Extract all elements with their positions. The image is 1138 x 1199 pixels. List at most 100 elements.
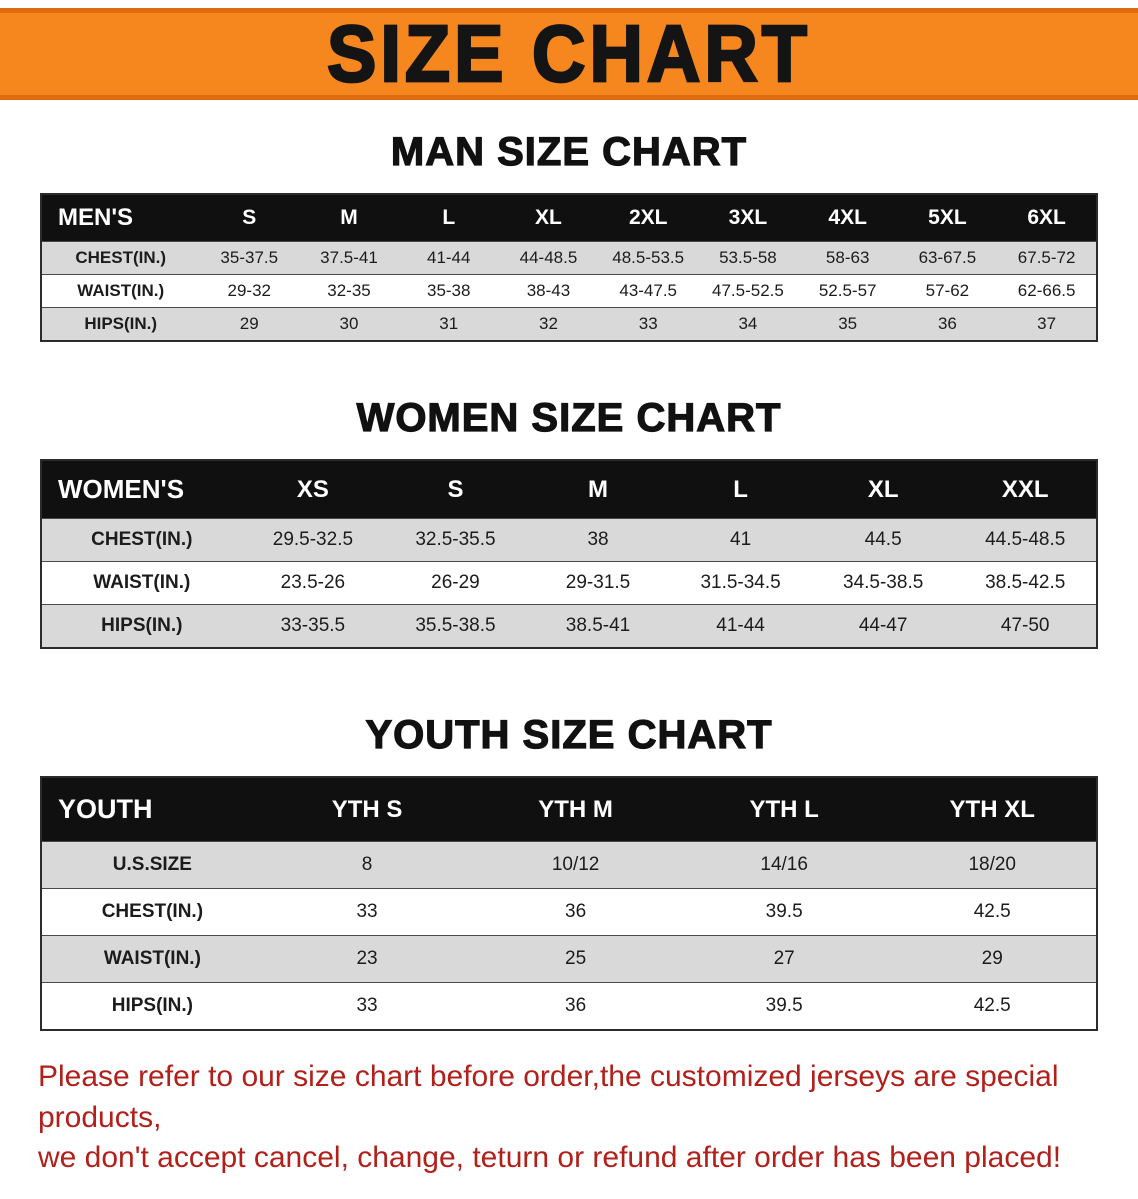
disclaimer-line: we don't accept cancel, change, teturn o… bbox=[38, 1141, 1062, 1174]
value-cell: 67.5-72 bbox=[1017, 248, 1076, 267]
value-cell: 30 bbox=[339, 314, 359, 333]
value-cell: 32-35 bbox=[327, 281, 371, 300]
measurement-row: WAIST(IN.) 23 25 27 29 bbox=[41, 935, 1097, 983]
table-title-cell: WOMEN'S bbox=[58, 474, 185, 504]
value-cell: 47-50 bbox=[1000, 615, 1050, 636]
banner-title: SIZE CHART bbox=[326, 8, 811, 99]
size-header-cell: XXL bbox=[1001, 475, 1049, 503]
value-cell: 35-37.5 bbox=[220, 248, 279, 267]
value-cell: 42.5 bbox=[973, 995, 1011, 1016]
value-cell: 34.5-38.5 bbox=[843, 572, 924, 593]
size-header-cell: 3XL bbox=[728, 206, 768, 229]
value-cell: 36 bbox=[565, 901, 587, 922]
value-cell: 41-44 bbox=[716, 615, 765, 636]
table-header-row: YOUTH YTH S YTH M YTH L YTH XL bbox=[41, 777, 1097, 842]
value-cell: 44.5-48.5 bbox=[985, 529, 1066, 550]
measurement-row: HIPS(IN.) 29 30 31 32 33 34 35 36 37 bbox=[41, 307, 1097, 341]
value-cell: 58-63 bbox=[825, 248, 870, 267]
row-label-cell: WAIST(IN.) bbox=[77, 281, 165, 300]
value-cell: 48.5-53.5 bbox=[612, 248, 685, 267]
size-header-cell: S bbox=[447, 475, 464, 503]
value-cell: 41-44 bbox=[426, 248, 471, 267]
size-header-cell: 6XL bbox=[1027, 206, 1066, 229]
value-cell: 29 bbox=[239, 314, 259, 333]
disclaimer: Please refer to our size chart before or… bbox=[0, 1057, 1138, 1199]
value-cell: 29 bbox=[981, 948, 1003, 969]
measurement-row: HIPS(IN.) 33-35.5 35.5-38.5 38.5-41 41-44 44-… bbox=[41, 604, 1097, 648]
value-cell: 25 bbox=[565, 948, 587, 969]
value-cell: 23 bbox=[356, 948, 378, 969]
value-cell: 39.5 bbox=[765, 995, 803, 1016]
size-header-cell: XS bbox=[296, 475, 329, 503]
measurement-row: U.S.SIZE 8 10/12 14/16 18/20 bbox=[41, 841, 1097, 889]
row-label-cell: WAIST(IN.) bbox=[103, 948, 201, 969]
row-label-cell: CHEST(IN.) bbox=[91, 529, 193, 550]
value-cell: 14/16 bbox=[760, 854, 808, 875]
table-title-cell: MEN'S bbox=[58, 204, 134, 231]
size-header-cell: YTH XL bbox=[949, 795, 1035, 823]
value-cell: 31 bbox=[439, 314, 459, 333]
size-header-cell: S bbox=[242, 206, 257, 229]
measurement-row: HIPS(IN.) 33 36 39.5 42.5 bbox=[41, 982, 1097, 1030]
value-cell: 27 bbox=[773, 948, 795, 969]
value-cell: 33 bbox=[356, 995, 378, 1016]
value-cell: 33 bbox=[356, 901, 378, 922]
size-chart-banner: SIZE CHART bbox=[0, 8, 1138, 100]
size-header-cell: 5XL bbox=[928, 206, 967, 229]
size-header-cell: 4XL bbox=[828, 206, 867, 229]
table-title-cell: YOUTH bbox=[58, 794, 153, 824]
women-size-table: WOMEN'S XS S M L XL XXL CHEST(IN.) 29.5-32.5 32.5… bbox=[40, 459, 1098, 649]
disclaimer-line: Please refer to our size chart before or… bbox=[38, 1060, 1059, 1134]
measurement-row: CHEST(IN.) 33 36 39.5 42.5 bbox=[41, 888, 1097, 936]
row-label-cell: HIPS(IN.) bbox=[111, 995, 194, 1016]
man-size-chart-section: MAN SIZE CHART MEN'S S M L XL 2XL 3XL 4XL 5XL 6XL… bbox=[0, 129, 1138, 342]
value-cell: 29-31.5 bbox=[565, 572, 631, 593]
value-cell: 38.5-42.5 bbox=[985, 572, 1066, 593]
value-cell: 44.5 bbox=[864, 529, 902, 550]
size-header-cell: L bbox=[733, 475, 748, 503]
value-cell: 44-47 bbox=[858, 615, 908, 636]
value-cell: 23.5-26 bbox=[280, 572, 346, 593]
measurement-row: WAIST(IN.) 29-32 32-35 35-38 38-43 43-47.5 47.… bbox=[41, 274, 1097, 308]
men-size-table: MEN'S S M L XL 2XL 3XL 4XL 5XL 6XL CHEST(IN.) 35-37… bbox=[40, 193, 1098, 342]
value-cell: 31.5-34.5 bbox=[700, 572, 781, 593]
youth-size-chart-section: YOUTH SIZE CHART YOUTH YTH S YTH M YTH L YTH… bbox=[0, 712, 1138, 1031]
value-cell: 10/12 bbox=[551, 854, 600, 875]
value-cell: 37.5-41 bbox=[320, 248, 378, 267]
youth-size-table: YOUTH YTH S YTH M YTH L YTH XL U.S.SIZE 8 10/12… bbox=[40, 776, 1098, 1031]
value-cell: 38.5-41 bbox=[565, 615, 631, 636]
value-cell: 53.5-58 bbox=[719, 248, 777, 267]
row-label-cell: U.S.SIZE bbox=[112, 854, 192, 875]
women-section-heading: WOMEN SIZE CHART bbox=[356, 395, 782, 440]
value-cell: 47.5-52.5 bbox=[712, 281, 784, 300]
value-cell: 35-38 bbox=[426, 281, 471, 300]
value-cell: 41 bbox=[730, 529, 752, 550]
size-header-cell: M bbox=[340, 206, 358, 229]
row-label-cell: HIPS(IN.) bbox=[84, 314, 158, 333]
value-cell: 33-35.5 bbox=[280, 615, 346, 636]
value-cell: 35.5-38.5 bbox=[415, 615, 496, 636]
size-header-cell: L bbox=[442, 206, 456, 229]
value-cell: 38-43 bbox=[526, 281, 571, 300]
size-header-cell: XL bbox=[535, 206, 562, 229]
value-cell: 29.5-32.5 bbox=[272, 529, 354, 550]
value-cell: 62-66.5 bbox=[1017, 281, 1076, 300]
value-cell: 26-29 bbox=[431, 572, 480, 593]
value-cell: 63-67.5 bbox=[918, 248, 977, 267]
row-label-cell: CHEST(IN.) bbox=[75, 248, 167, 267]
size-header-cell: YTH S bbox=[331, 795, 403, 823]
measurement-row: CHEST(IN.) 29.5-32.5 32.5-35.5 38 41 44.5 44.5… bbox=[41, 518, 1097, 562]
value-cell: 36 bbox=[937, 314, 957, 333]
value-cell: 39.5 bbox=[765, 901, 803, 922]
size-header-cell: XL bbox=[867, 475, 899, 503]
size-header-cell: 2XL bbox=[628, 206, 668, 229]
value-cell: 29-32 bbox=[227, 281, 271, 300]
value-cell: 38 bbox=[587, 529, 609, 550]
value-cell: 35 bbox=[838, 314, 858, 333]
row-label-cell: WAIST(IN.) bbox=[93, 572, 191, 593]
measurement-row: WAIST(IN.) 23.5-26 26-29 29-31.5 31.5-34.5 34… bbox=[41, 561, 1097, 605]
value-cell: 57-62 bbox=[925, 281, 970, 300]
size-header-cell: M bbox=[588, 475, 609, 503]
table-header-row: MEN'S S M L XL 2XL 3XL 4XL 5XL 6XL bbox=[41, 194, 1097, 242]
